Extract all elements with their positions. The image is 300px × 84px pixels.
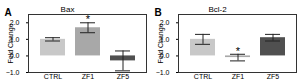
svg-text:0.0: 0.0 (159, 52, 170, 60)
svg-text:*: * (86, 13, 91, 25)
svg-text:1.0: 1.0 (159, 35, 170, 43)
svg-text:−1.0: −1.0 (156, 69, 170, 76)
svg-text:ZF5: ZF5 (117, 73, 130, 80)
svg-text:A: A (5, 7, 12, 18)
svg-text:Fold Change: Fold Change (157, 23, 165, 63)
svg-text:*: * (236, 45, 241, 57)
svg-text:0.0: 0.0 (9, 52, 20, 60)
svg-text:ZF1: ZF1 (82, 73, 95, 80)
svg-text:Fold Change: Fold Change (7, 23, 15, 63)
svg-text:Bcl-2: Bcl-2 (208, 5, 227, 14)
svg-text:Bax: Bax (61, 5, 75, 14)
svg-text:1.0: 1.0 (9, 35, 20, 43)
svg-text:2.0: 2.0 (159, 19, 170, 26)
svg-text:B: B (155, 7, 162, 18)
svg-text:ZF1: ZF1 (232, 73, 245, 80)
svg-text:CTRL: CTRL (194, 73, 212, 80)
svg-text:ZF5: ZF5 (267, 73, 280, 80)
svg-text:−1.0: −1.0 (6, 69, 20, 76)
svg-text:CTRL: CTRL (44, 73, 62, 80)
svg-text:2.0: 2.0 (9, 19, 20, 26)
